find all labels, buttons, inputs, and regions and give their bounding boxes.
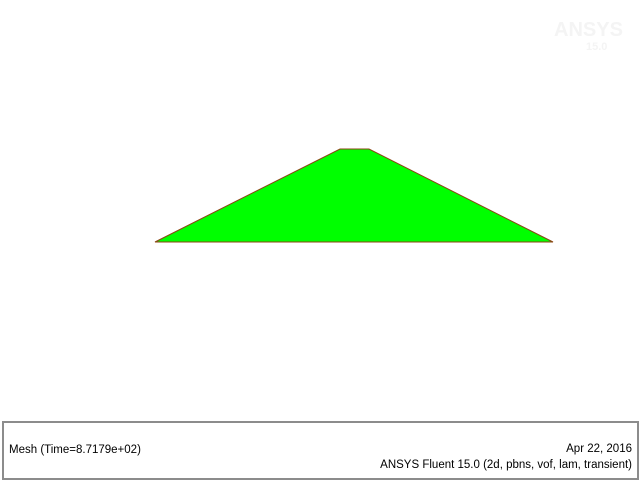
date-label: Apr 22, 2016 <box>566 443 632 455</box>
product-version-label: ANSYS Fluent 15.0 (2d, pbns, vof, lam, t… <box>380 459 632 471</box>
graphics-viewport[interactable] <box>0 0 640 420</box>
ansys-logo-watermark: ANSYS 15.0 <box>554 19 623 53</box>
svg-text:15.0: 15.0 <box>586 41 607 53</box>
mesh-zone <box>154 148 554 243</box>
svg-text:ANSYS: ANSYS <box>554 19 623 41</box>
info-footer: Mesh (Time=8.7179e+02) Apr 22, 2016 ANSY… <box>2 421 639 480</box>
display-title: Mesh (Time=8.7179e+02) <box>9 444 141 456</box>
